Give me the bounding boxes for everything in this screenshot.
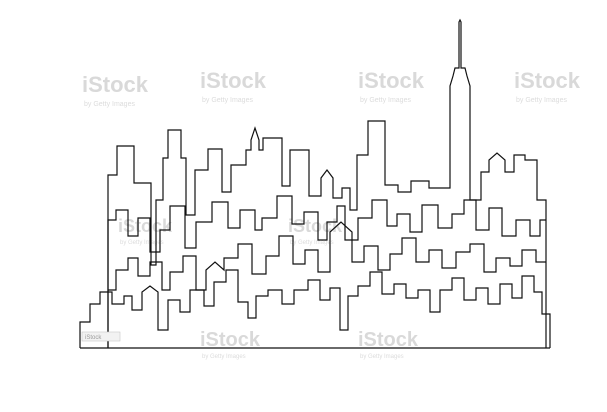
watermark-layer: iStock by Getty Images iStock by Getty I… [82, 68, 581, 360]
watermark-logo: iStock by Getty Images [200, 68, 267, 104]
watermark-sublabel: by Getty Images [516, 97, 567, 104]
watermark-label: iStock [200, 68, 267, 93]
watermark-sublabel: by Getty Images [360, 97, 411, 104]
watermark-logo: iStock by Getty Images [514, 68, 581, 104]
watermark-logo: iStock by Getty Images [288, 216, 343, 246]
watermark-logo: iStock by Getty Images [200, 329, 261, 360]
watermark-logo: iStock by Getty Images [118, 216, 173, 246]
skyline-front-layer [80, 270, 550, 348]
watermark-sublabel: by Getty Images [120, 240, 164, 246]
watermark-label: iStock [118, 216, 173, 236]
watermark-logo: iStock by Getty Images [358, 329, 419, 360]
watermark-logo: iStock by Getty Images [82, 72, 149, 108]
watermark-label: iStock [288, 216, 343, 236]
skyline-lines [80, 20, 550, 348]
watermark-sublabel: by Getty Images [360, 354, 404, 360]
watermark-label: iStock [82, 72, 149, 97]
watermark-sublabel: by Getty Images [84, 101, 135, 108]
credit-tag-label: iStock [85, 335, 102, 341]
watermark-label: iStock [514, 68, 581, 93]
skyline-back-layer [108, 20, 546, 348]
watermark-logo: iStock by Getty Images [358, 68, 425, 104]
credit-tag: iStock [82, 332, 120, 341]
watermark-sublabel: by Getty Images [290, 240, 334, 246]
watermark-label: iStock [358, 68, 425, 93]
watermark-sublabel: by Getty Images [202, 97, 253, 104]
watermark-sublabel: by Getty Images [202, 354, 246, 360]
